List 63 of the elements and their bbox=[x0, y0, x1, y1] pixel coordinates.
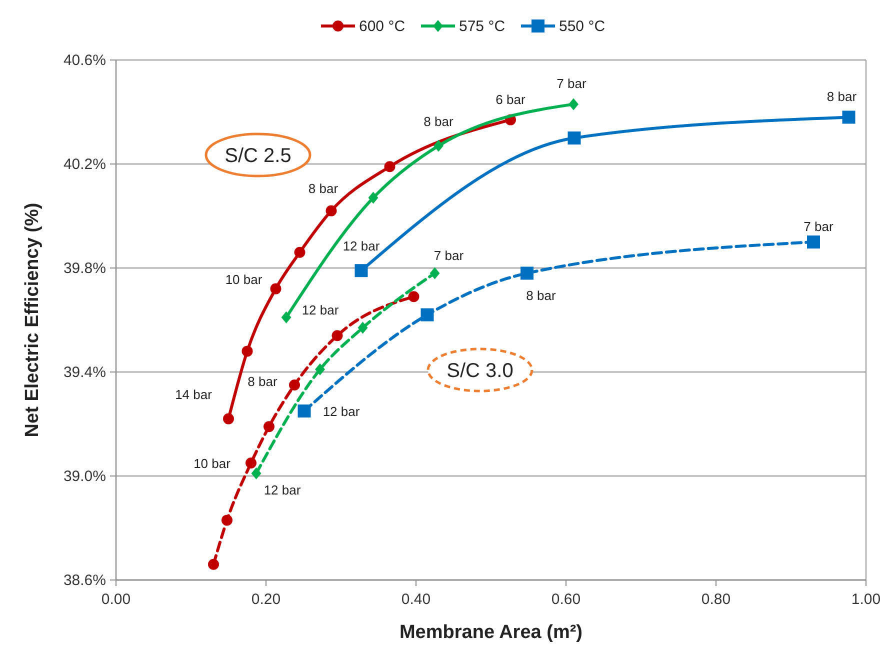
x-tick-label: 0.40 bbox=[401, 591, 431, 608]
x-tick-label: 1.00 bbox=[851, 591, 881, 608]
point bbox=[251, 467, 262, 480]
x-axis-title: Membrane Area (m²) bbox=[399, 622, 583, 643]
annotation: 7 bar bbox=[804, 219, 834, 234]
y-tick-label: 40.2% bbox=[63, 156, 106, 173]
annotation: 12 bar bbox=[302, 302, 340, 318]
legend-label: 550 °C bbox=[559, 18, 606, 35]
point bbox=[242, 346, 253, 357]
y-axis-title: Net Electric Efficiency (%) bbox=[22, 202, 43, 438]
point bbox=[354, 264, 368, 278]
annotation: 12 bar bbox=[322, 404, 360, 419]
y-tick-label: 39.4% bbox=[63, 364, 106, 381]
point bbox=[281, 311, 292, 324]
point bbox=[208, 558, 219, 570]
annotation: 10 bar bbox=[194, 456, 232, 471]
point bbox=[223, 413, 234, 424]
point bbox=[520, 266, 534, 280]
annotation: 8 bar bbox=[526, 288, 556, 304]
x-tick-label: 0.60 bbox=[551, 591, 581, 608]
legend-label: 575 °C bbox=[459, 18, 506, 35]
annotation: 12 bar bbox=[264, 482, 302, 498]
point bbox=[807, 236, 820, 248]
point bbox=[842, 110, 856, 124]
point bbox=[420, 308, 434, 322]
point bbox=[368, 192, 378, 204]
point bbox=[384, 161, 396, 172]
y-tick-label: 40.6% bbox=[63, 52, 106, 69]
point bbox=[222, 514, 232, 526]
point bbox=[315, 363, 325, 376]
annotation: 8 bar bbox=[826, 89, 858, 104]
point bbox=[332, 330, 343, 342]
point bbox=[358, 322, 368, 334]
point bbox=[270, 283, 282, 294]
y-tick-label: 39.0% bbox=[63, 468, 106, 485]
point bbox=[264, 421, 274, 432]
annotation: 14 bar bbox=[175, 386, 213, 402]
annotation: 8 bar bbox=[248, 374, 278, 389]
legend-label: 600 °C bbox=[359, 18, 406, 35]
y-tick-label: 39.8% bbox=[63, 260, 106, 277]
annotation: S/C 3.0 bbox=[446, 360, 514, 382]
annotation: S/C 2.5 bbox=[224, 145, 292, 167]
annotation: 6 bar bbox=[496, 92, 526, 107]
y-tick-label: 38.6% bbox=[63, 572, 106, 589]
point bbox=[298, 404, 311, 418]
point bbox=[568, 132, 581, 144]
annotation: 7 bar bbox=[556, 76, 587, 92]
point bbox=[246, 458, 256, 468]
x-tick-label: 0.20 bbox=[251, 591, 281, 608]
point bbox=[430, 267, 440, 280]
point bbox=[294, 246, 306, 258]
annotation: 12 bar bbox=[342, 238, 380, 254]
point bbox=[568, 98, 578, 110]
x-tick-label: 0.00 bbox=[101, 591, 131, 608]
point bbox=[289, 380, 300, 390]
point bbox=[408, 291, 420, 302]
annotation: 8 bar bbox=[424, 114, 454, 129]
annotation: 10 bar bbox=[225, 272, 263, 287]
x-tick-label: 0.80 bbox=[701, 591, 731, 608]
annotation: 7 bar bbox=[434, 248, 464, 264]
annotation: 8 bar bbox=[308, 180, 339, 196]
point bbox=[326, 205, 337, 216]
point bbox=[434, 140, 444, 152]
